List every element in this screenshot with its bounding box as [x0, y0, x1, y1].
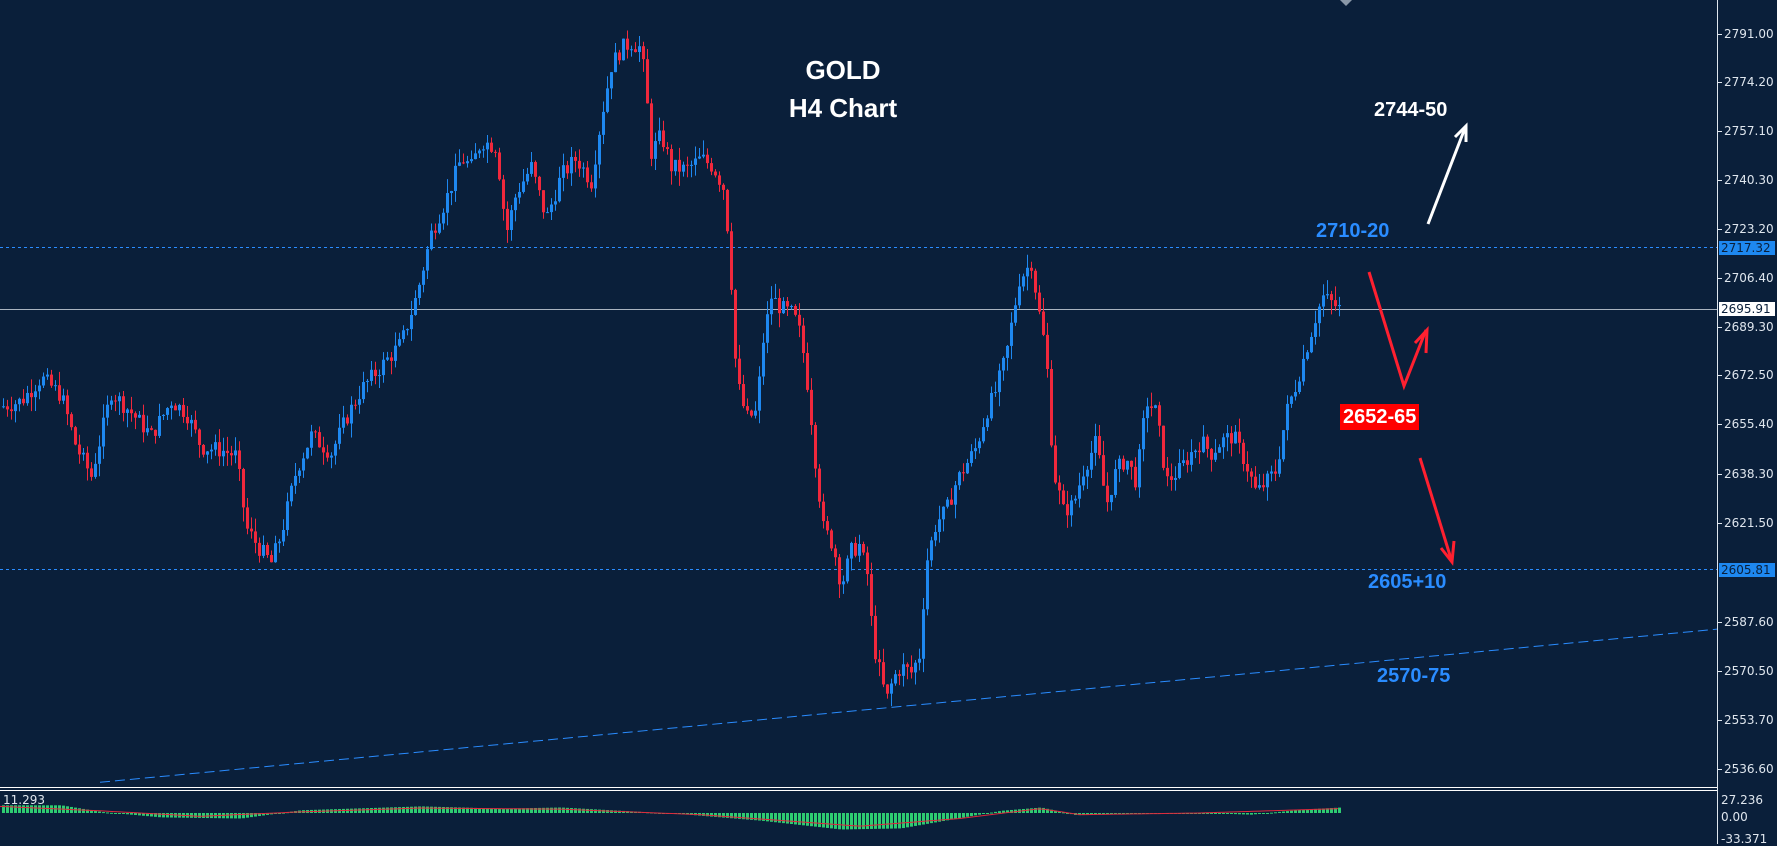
axis-tick: [1717, 34, 1722, 35]
macd-value-label: 11.293: [3, 793, 45, 807]
price-axis-label: 2723.20: [1724, 222, 1774, 236]
macd-axis-bottom: -33.371: [1721, 832, 1768, 846]
price-axis-label: 2621.50: [1724, 516, 1774, 530]
price-axis-label: 2774.20: [1724, 75, 1774, 89]
current-price-tag: 2695.91: [1719, 302, 1775, 316]
price-axis-label: 2757.10: [1724, 124, 1774, 138]
axis-tick: [1717, 327, 1722, 328]
price-axis-label: 2553.70: [1724, 713, 1774, 727]
chart-title-symbol: GOLD: [805, 55, 881, 85]
time-scroll-marker[interactable]: [1340, 0, 1352, 6]
price-axis-label: 2655.40: [1724, 417, 1774, 431]
axis-tick: [1717, 523, 1722, 524]
arrow-annotation: [1367, 271, 1428, 391]
axis-tick: [1717, 474, 1722, 475]
axis-tick: [1717, 375, 1722, 376]
price-axis-label: 2689.30: [1724, 320, 1774, 334]
annotation-pullback-zone: 2652-65: [1340, 404, 1420, 430]
macd-signal-line: [0, 805, 1339, 827]
price-axis-label: 2638.30: [1724, 467, 1774, 481]
price-axis-label: 2740.30: [1724, 173, 1774, 187]
price-axis-label: 2587.60: [1724, 615, 1774, 629]
price-axis-label: 2672.50: [1724, 368, 1774, 382]
arrow-annotation: [1439, 540, 1456, 566]
annotation-target-up: 2744-50: [1374, 99, 1448, 121]
annotation-support: 2605+10: [1368, 571, 1447, 593]
macd-axis-top: 27.236: [1721, 793, 1763, 807]
chart-title-timeframe: H4 Chart: [788, 93, 898, 123]
price-axis-label: 2706.40: [1724, 271, 1774, 285]
axis-tick: [1717, 180, 1722, 181]
macd-axis-zero: 0.00: [1721, 810, 1748, 824]
arrow-annotation: [1418, 457, 1454, 563]
support-price-tag: 2605.81: [1719, 563, 1775, 577]
price-axis-label: 2536.60: [1724, 762, 1774, 776]
axis-tick: [1717, 622, 1722, 623]
arrow-annotation: [1413, 325, 1429, 354]
annotation-trendline-support: 2570-75: [1377, 665, 1451, 687]
arrow-annotation: [1453, 122, 1468, 142]
annotation-resistance: 2710-20: [1316, 220, 1390, 242]
axis-tick: [1717, 424, 1722, 425]
axis-tick: [1717, 229, 1722, 230]
arrow-annotation: [1426, 127, 1467, 225]
axis-tick: [1717, 278, 1722, 279]
axis-tick: [1717, 769, 1722, 770]
price-axis-label: 2791.00: [1724, 27, 1774, 41]
axis-tick: [1717, 131, 1722, 132]
price-axis-label: 2570.50: [1724, 664, 1774, 678]
trendline[interactable]: [99, 628, 1718, 783]
axis-tick: [1717, 671, 1722, 672]
axis-tick: [1717, 720, 1722, 721]
resistance-price-tag: 2717.32: [1719, 241, 1775, 255]
axis-tick: [1717, 82, 1722, 83]
